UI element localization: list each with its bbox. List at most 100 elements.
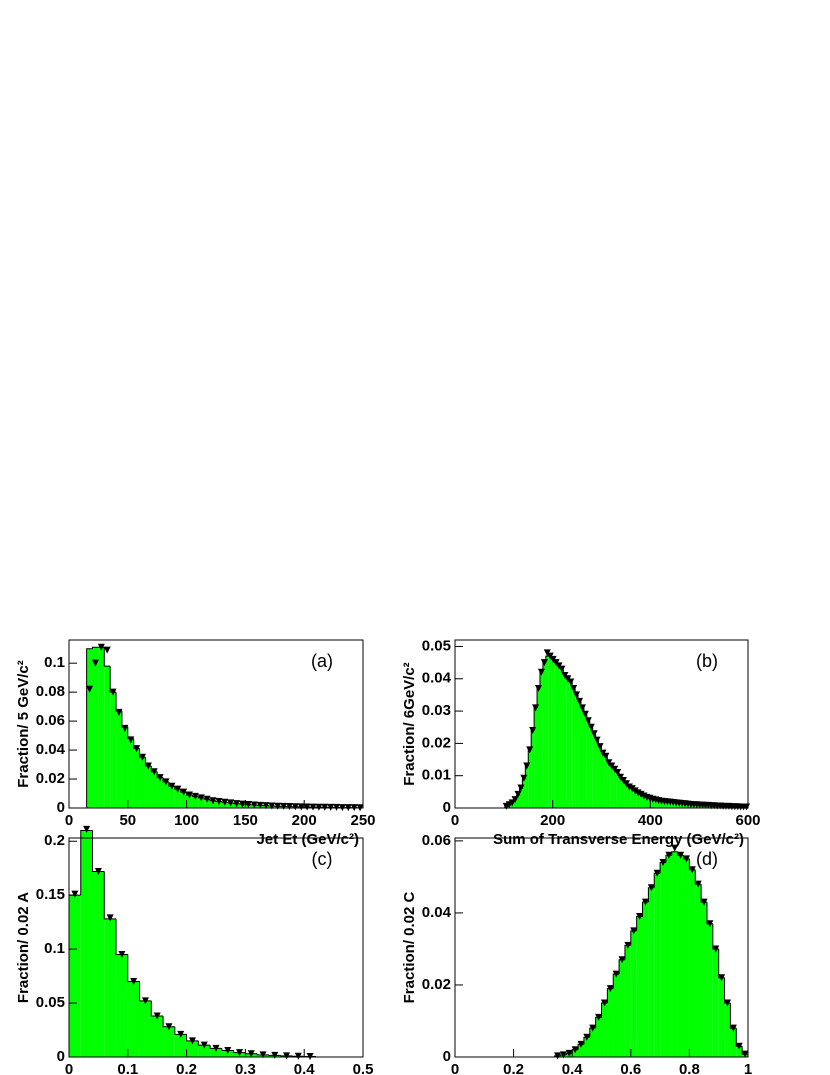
bar-outline [115, 918, 128, 956]
marker [227, 799, 235, 807]
marker [571, 1046, 579, 1054]
bar [578, 701, 581, 808]
marker [174, 785, 182, 793]
y-tick-label: 0.04 [422, 670, 452, 687]
y-axis-title: Fraction/ 0.02 C [401, 891, 418, 1003]
marker [130, 977, 138, 985]
y-tick-label: 0.01 [422, 767, 451, 784]
marker [150, 768, 158, 776]
bar [180, 792, 187, 808]
bar [539, 672, 543, 808]
marker [578, 704, 586, 712]
bar [712, 948, 719, 1057]
bar [534, 707, 538, 808]
bar [139, 1000, 152, 1057]
y-tick-label: 0.15 [36, 886, 65, 903]
bar [545, 656, 549, 808]
marker [677, 851, 685, 859]
bar [542, 662, 546, 808]
marker [653, 869, 661, 877]
bar-outline [724, 977, 731, 1004]
marker [315, 803, 323, 811]
bar [624, 945, 631, 1057]
bar [683, 858, 690, 1057]
bar [210, 800, 216, 808]
marker [631, 787, 639, 795]
marker [115, 708, 123, 716]
x-tick-label: 0 [65, 1061, 73, 1075]
marker [718, 974, 726, 982]
bar [516, 795, 520, 808]
marker [600, 999, 608, 1007]
bar [92, 871, 105, 1057]
bar [98, 647, 105, 808]
marker [576, 697, 584, 705]
marker [517, 784, 525, 792]
bar [522, 778, 526, 808]
bar [104, 918, 117, 1057]
bar [654, 799, 658, 808]
bar-outline [729, 1002, 737, 1029]
marker [612, 970, 620, 978]
x-tick-label: 400 [638, 812, 663, 829]
bar [718, 977, 725, 1057]
bar [174, 1034, 187, 1057]
bar [80, 830, 93, 1057]
marker [508, 799, 516, 807]
marker [630, 927, 638, 935]
x-tick-label: 150 [233, 812, 258, 829]
bar [601, 1002, 608, 1057]
marker [106, 914, 114, 922]
marker [250, 801, 258, 809]
bar-outline [80, 829, 93, 896]
marker [593, 736, 601, 744]
x-tick-label: 0.6 [620, 1061, 641, 1075]
marker [153, 1012, 161, 1020]
marker [286, 803, 293, 811]
y-tick-label: 0.2 [44, 832, 65, 849]
bar [724, 1002, 731, 1057]
bar [619, 777, 623, 808]
marker [221, 798, 229, 806]
bar [186, 1040, 199, 1057]
marker [309, 803, 317, 811]
bar [127, 981, 140, 1057]
bar [127, 738, 134, 808]
marker [294, 1052, 302, 1060]
bar [689, 869, 696, 1057]
marker [262, 802, 270, 810]
bar [519, 788, 523, 808]
bar [110, 692, 117, 808]
bar-outline [103, 647, 111, 667]
bar-outline [197, 1040, 211, 1046]
marker [641, 898, 649, 906]
marker [537, 668, 545, 676]
x-tick-label: 0 [65, 812, 73, 829]
marker [529, 726, 537, 734]
bar [572, 1049, 579, 1057]
bar [168, 786, 175, 808]
bar [583, 1037, 590, 1057]
axes-frame [68, 639, 364, 809]
bar [645, 797, 649, 808]
marker [283, 1052, 291, 1060]
marker [589, 1024, 597, 1032]
bar [616, 772, 620, 808]
bar [651, 799, 655, 808]
bar [636, 792, 640, 808]
y-tick-label: 0.1 [44, 654, 65, 671]
marker [236, 1049, 244, 1057]
x-tick-label: 0 [451, 1061, 459, 1075]
bar-outline [115, 692, 122, 712]
bar [648, 887, 655, 1057]
bar [619, 959, 625, 1057]
bar [569, 682, 573, 808]
marker [570, 684, 578, 692]
marker [297, 803, 305, 811]
marker [71, 890, 79, 898]
marker [688, 866, 696, 874]
bar [589, 727, 593, 808]
marker [723, 999, 731, 1007]
bar [133, 748, 140, 808]
bar [592, 733, 596, 808]
